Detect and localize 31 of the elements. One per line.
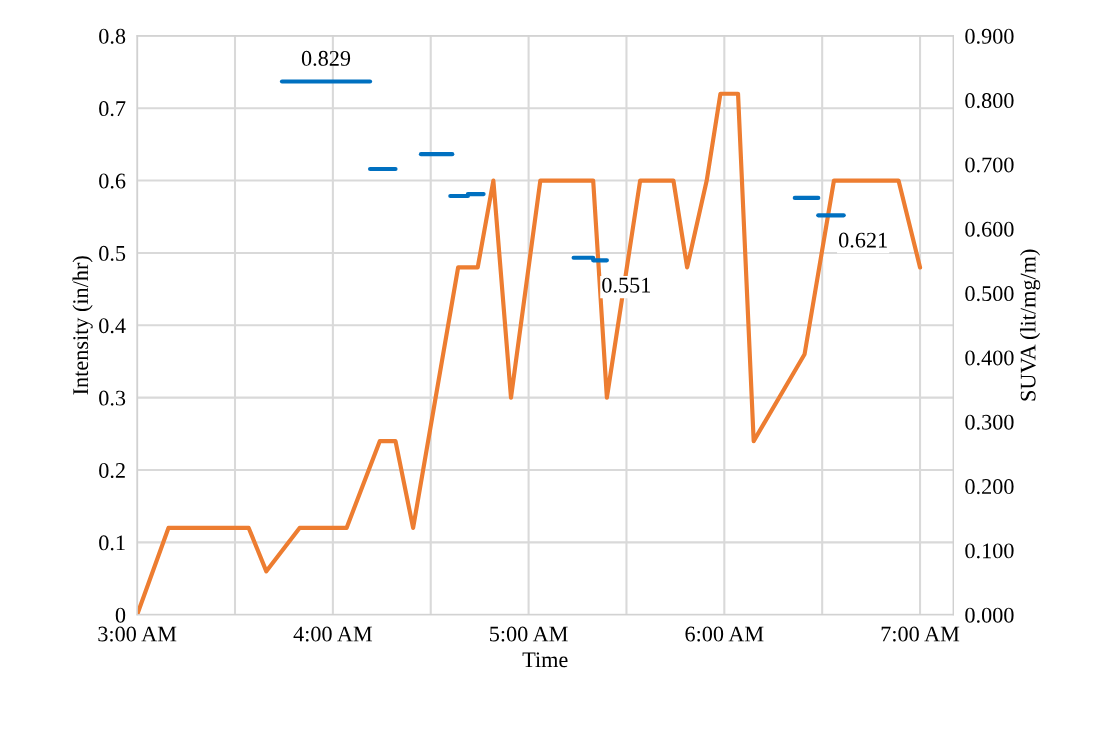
data-label: 0.829	[301, 50, 351, 66]
y2-tick-label: 0.300	[965, 414, 1014, 430]
line-series	[137, 91, 923, 615]
y2-tick-label: 0.200	[965, 479, 1014, 495]
y2-tick-label: 0.600	[965, 221, 1014, 237]
data-label: 0.621	[839, 232, 887, 248]
y2-tick-label: 0.900	[965, 28, 1014, 44]
y2-tick-label: 0.000	[965, 607, 1014, 623]
y-tick-label: 0.3	[99, 390, 126, 406]
y-tick-label: 0.5	[99, 245, 126, 261]
y2-tick-label: 0.800	[965, 93, 1014, 109]
y2-axis-title: SUVA (lit/mg/m)	[1019, 249, 1041, 401]
x-tick-label: 7:00 AM	[881, 626, 960, 642]
y-tick-label: 0	[115, 607, 126, 623]
y-tick-label: 0.1	[99, 535, 125, 551]
y-tick-label: 0.4	[99, 318, 126, 334]
x-tick-label: 5:00 AM	[490, 626, 568, 642]
x-tick-label: 6:00 AM	[685, 626, 764, 642]
x-axis-title: Time	[522, 652, 568, 668]
y-tick-label: 0.2	[99, 462, 125, 479]
data-label: 0.551	[602, 277, 650, 293]
y-tick-label: 0.8	[99, 28, 126, 44]
x-tick-label: 4:00 AM	[293, 626, 373, 642]
y2-tick-label: 0.700	[965, 157, 1014, 173]
y-tick-label: 0.7	[99, 101, 126, 117]
y2-tick-label: 0.100	[965, 543, 1014, 559]
x-tick-label: 3:00 AM	[98, 626, 177, 642]
y2-tick-label: 0.400	[965, 350, 1014, 366]
y-axis-title: Intensity (in/hr)	[72, 256, 93, 395]
y2-tick-label: 0.500	[965, 286, 1014, 302]
y-tick-label: 0.6	[99, 173, 126, 189]
